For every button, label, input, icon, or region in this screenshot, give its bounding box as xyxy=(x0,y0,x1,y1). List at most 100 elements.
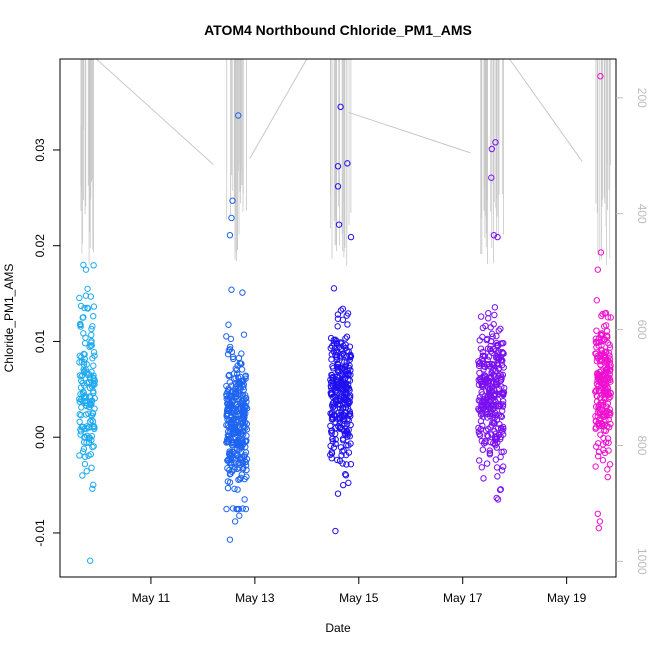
data-point xyxy=(243,455,251,463)
data-point xyxy=(476,359,484,366)
data-point xyxy=(332,336,339,343)
data-point xyxy=(499,423,507,431)
data-point xyxy=(87,418,94,425)
data-point xyxy=(235,505,242,513)
data-point-outlier xyxy=(347,233,355,241)
data-point xyxy=(594,373,601,380)
data-point xyxy=(85,439,93,446)
data-point xyxy=(238,350,245,357)
data-point xyxy=(345,479,352,487)
data-point xyxy=(592,388,599,395)
data-point xyxy=(227,393,234,400)
data-point-outlier xyxy=(228,214,235,222)
data-point xyxy=(604,314,612,321)
data-point xyxy=(489,362,497,369)
data-point xyxy=(80,393,87,401)
data-point xyxy=(498,467,506,474)
data-point xyxy=(228,461,235,469)
data-point xyxy=(596,378,603,386)
data-point xyxy=(499,463,507,470)
data-point xyxy=(83,468,90,475)
data-point xyxy=(77,377,85,384)
data-point xyxy=(342,372,349,379)
data-point xyxy=(238,409,246,416)
data-point xyxy=(339,437,347,444)
data-point xyxy=(339,350,347,357)
data-point xyxy=(89,381,97,389)
data-point xyxy=(596,394,604,402)
data-point-outlier xyxy=(236,512,243,519)
data-point xyxy=(77,321,84,329)
data-point xyxy=(89,388,97,395)
data-point xyxy=(598,391,606,398)
data-point xyxy=(87,376,94,383)
data-point xyxy=(225,432,233,440)
data-point xyxy=(328,356,335,363)
data-point xyxy=(329,438,337,445)
data-point xyxy=(500,339,507,347)
data-point xyxy=(493,332,500,340)
data-point-outlier xyxy=(334,183,342,190)
data-point xyxy=(242,449,250,456)
data-point-outlier xyxy=(490,231,498,239)
data-point xyxy=(603,366,610,373)
data-point-outlier xyxy=(593,297,600,304)
data-point xyxy=(241,414,248,421)
data-point xyxy=(226,343,234,351)
data-point xyxy=(486,360,493,368)
data-point xyxy=(343,312,350,319)
data-point xyxy=(84,304,91,312)
data-point-outlier xyxy=(235,112,242,119)
data-point xyxy=(603,327,611,335)
data-point xyxy=(328,450,336,457)
data-point xyxy=(347,440,354,447)
data-point xyxy=(87,293,95,300)
data-point xyxy=(347,351,354,359)
data-point xyxy=(90,362,97,369)
data-point xyxy=(604,466,611,473)
data-point xyxy=(487,438,494,446)
data-point xyxy=(336,419,344,426)
x-tick-label: May 15 xyxy=(339,591,379,605)
data-point xyxy=(237,399,244,407)
data-point xyxy=(329,382,337,390)
data-point xyxy=(498,356,505,364)
data-point xyxy=(486,449,494,457)
data-point xyxy=(605,447,612,454)
data-point xyxy=(606,374,613,382)
data-point xyxy=(604,334,611,341)
data-point xyxy=(592,335,600,342)
data-point xyxy=(343,383,350,391)
y-axis-label: Chloride_PM1_AMS xyxy=(2,264,16,373)
data-point xyxy=(89,485,96,492)
data-point xyxy=(236,428,244,436)
trace-connector xyxy=(96,59,214,165)
data-point xyxy=(597,361,604,369)
data-point xyxy=(341,390,349,398)
data-points xyxy=(76,73,614,564)
data-point xyxy=(604,473,611,481)
data-point xyxy=(592,463,599,470)
data-point xyxy=(346,394,354,401)
data-point xyxy=(225,450,233,458)
data-point xyxy=(76,294,83,302)
data-point xyxy=(599,457,607,464)
data-point xyxy=(478,464,485,471)
data-point xyxy=(234,465,241,473)
data-point xyxy=(343,333,351,340)
data-point xyxy=(81,355,89,363)
x-axis: May 11 May 13 May 15 May 17 May 19 xyxy=(132,577,587,605)
data-point xyxy=(476,457,483,464)
data-point xyxy=(484,361,491,368)
data-point xyxy=(78,353,85,361)
data-point-outlier xyxy=(84,285,91,292)
data-point-outlier xyxy=(334,163,342,170)
data-point xyxy=(225,423,233,431)
data-point xyxy=(232,374,239,382)
data-point xyxy=(225,401,233,409)
y-tick-label: 0.01 xyxy=(33,329,47,353)
data-point xyxy=(239,505,246,512)
data-point xyxy=(242,394,249,402)
data-point xyxy=(240,464,247,472)
data-point xyxy=(600,434,607,442)
